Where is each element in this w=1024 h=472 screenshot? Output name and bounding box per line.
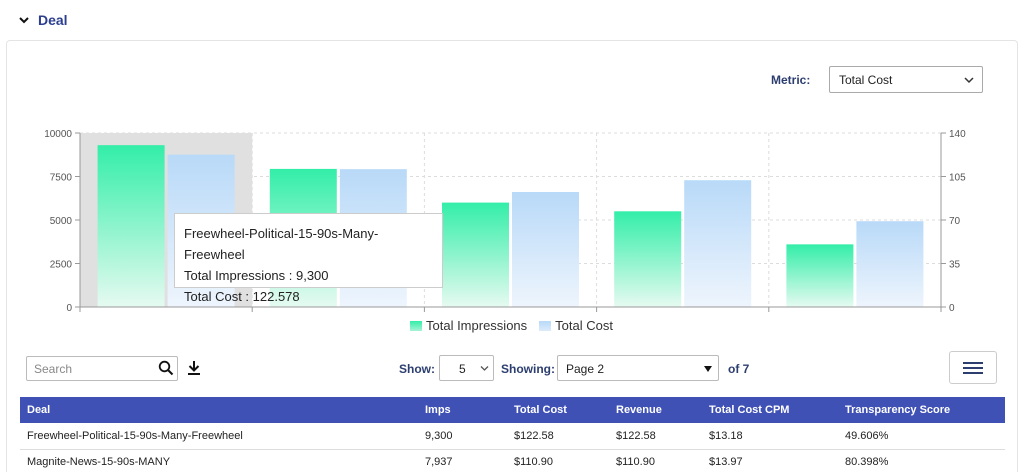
- y-right-tick-label: 105: [949, 173, 966, 184]
- bar-total-impressions[interactable]: [442, 202, 509, 307]
- legend-item-impressions[interactable]: Total Impressions: [410, 318, 527, 333]
- table-cell: 7,937: [418, 449, 507, 472]
- download-icon[interactable]: [187, 360, 201, 376]
- page-select[interactable]: Page 2: [557, 355, 719, 381]
- legend-item-cost[interactable]: Total Cost: [539, 318, 613, 333]
- bar-total-impressions[interactable]: [97, 145, 165, 307]
- chevron-down-icon: [964, 77, 974, 84]
- chevron-down-icon: [19, 17, 29, 24]
- table-cell: 80.398%: [838, 449, 1005, 472]
- page-count-label: of 7: [728, 362, 750, 376]
- table-cell: $122.58: [609, 423, 702, 450]
- column-menu-button[interactable]: [949, 351, 997, 384]
- deal-table: Deal Imps Total Cost Revenue Total Cost …: [20, 397, 1005, 472]
- menu-icon: [963, 362, 983, 364]
- table-cell: $13.18: [702, 423, 838, 450]
- table-cell: $122.58: [507, 423, 609, 450]
- column-header-revenue[interactable]: Revenue: [609, 397, 702, 423]
- table-cell: $13.97: [702, 449, 838, 472]
- y-left-tick-label: 5000: [50, 216, 73, 227]
- table-cell: 49.606%: [838, 423, 1005, 450]
- y-left-tick-label: 7500: [50, 173, 73, 184]
- table-cell: Magnite-News-15-90s-MANY: [20, 449, 418, 472]
- page-size-value: 5: [459, 362, 466, 376]
- chart-tooltip: Freewheel-Political-15-90s-Many-Freewhee…: [174, 213, 443, 304]
- table-cell: $110.90: [609, 449, 702, 472]
- tooltip-impressions: Total Impressions : 9,300: [184, 268, 329, 283]
- bar-total-impressions[interactable]: [786, 244, 854, 307]
- chevron-down-icon: [480, 366, 489, 371]
- column-header-total-cost[interactable]: Total Cost: [507, 397, 609, 423]
- page-size-select[interactable]: 5: [439, 355, 494, 381]
- metric-select-value: Total Cost: [839, 73, 893, 87]
- chart-axes: 0 2500 5000 7500 10000 0 35 70 105 140: [44, 129, 966, 314]
- bar-total-cost[interactable]: [684, 180, 752, 307]
- y-right-tick-label: 140: [949, 129, 966, 140]
- showing-label: Showing:: [501, 362, 555, 376]
- bar-total-impressions[interactable]: [614, 211, 682, 307]
- search-input[interactable]: [27, 357, 147, 380]
- y-right-tick-label: 35: [949, 260, 961, 271]
- table-row[interactable]: Magnite-News-15-90s-MANY 7,937 $110.90 $…: [20, 449, 1005, 472]
- table-cell: $110.90: [507, 449, 609, 472]
- table-row[interactable]: Freewheel-Political-15-90s-Many-Freewhee…: [20, 423, 1005, 450]
- menu-icon: [963, 372, 983, 374]
- search-icon[interactable]: [158, 360, 174, 376]
- tooltip-cost: Total Cost : 122.578: [184, 289, 300, 304]
- column-header-imps[interactable]: Imps: [418, 397, 507, 423]
- caret-down-icon: [704, 366, 712, 372]
- search-box: [26, 356, 178, 381]
- bar-total-cost[interactable]: [512, 192, 579, 307]
- legend-label: Total Impressions: [426, 318, 528, 333]
- section-title: Deal: [38, 12, 68, 28]
- deal-chart: 0 2500 5000 7500 10000 0 35 70 105 140: [44, 129, 966, 314]
- bar-total-cost[interactable]: [856, 221, 924, 307]
- table-header-row: Deal Imps Total Cost Revenue Total Cost …: [20, 397, 1005, 423]
- metric-label: Metric:: [771, 73, 811, 87]
- page-select-value: Page 2: [566, 362, 605, 376]
- y-left-tick-label: 2500: [50, 260, 73, 271]
- column-header-transparency-score[interactable]: Transparency Score: [838, 397, 1005, 423]
- table-cell: 9,300: [418, 423, 507, 450]
- section-toggle-deal[interactable]: Deal: [18, 12, 68, 28]
- table-cell: Freewheel-Political-15-90s-Many-Freewhee…: [20, 423, 418, 450]
- column-header-deal[interactable]: Deal: [20, 397, 418, 423]
- show-label: Show:: [399, 362, 435, 376]
- y-left-tick-label: 10000: [44, 129, 72, 140]
- chart-legend: Total Impressions Total Cost: [410, 318, 613, 333]
- y-right-tick-label: 0: [949, 303, 955, 314]
- legend-label: Total Cost: [555, 318, 613, 333]
- y-left-tick-label: 0: [66, 303, 72, 314]
- menu-icon: [963, 367, 983, 369]
- column-header-total-cost-cpm[interactable]: Total Cost CPM: [702, 397, 838, 423]
- legend-swatch: [539, 320, 552, 331]
- y-right-tick-label: 70: [949, 216, 961, 227]
- tooltip-title: Freewheel-Political-15-90s-Many-Freewhee…: [184, 226, 379, 262]
- metric-select[interactable]: Total Cost: [829, 66, 983, 93]
- legend-swatch: [410, 320, 422, 331]
